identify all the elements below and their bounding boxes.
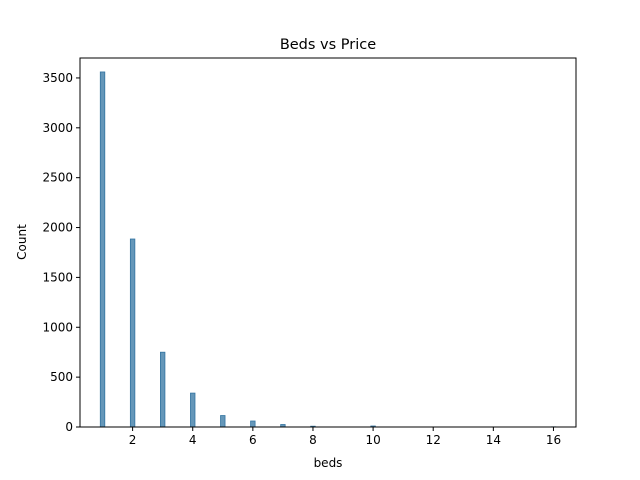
y-tick-label: 500: [50, 370, 73, 384]
bars-group: [99, 71, 557, 428]
bar-1: [99, 71, 106, 428]
y-axis-ticks: 0 500 1000 1500 2000 2500 3000 3500: [42, 71, 80, 434]
bar-4: [190, 392, 196, 428]
y-tick-label: 0: [65, 420, 73, 434]
x-tick-label: 6: [249, 433, 257, 447]
x-axis-label: beds: [314, 456, 343, 470]
bar-3: [160, 351, 166, 428]
plot-frame: [79, 57, 577, 428]
bar-6: [250, 420, 256, 428]
bar-2: [129, 238, 136, 428]
y-tick-label: 2000: [42, 221, 73, 235]
chart-title: Beds vs Price: [280, 37, 376, 53]
x-tick-label: 10: [365, 433, 380, 447]
x-tick-label: 14: [486, 433, 501, 447]
bar-5: [220, 415, 226, 428]
x-tick-label: 16: [546, 433, 561, 447]
y-axis-label: Count: [15, 224, 29, 260]
y-tick-label: 1500: [42, 270, 73, 284]
x-axis-ticks: 2 4 6 8 10 12 14 16: [129, 427, 561, 447]
x-tick-label: 4: [189, 433, 197, 447]
x-tick-label: 8: [309, 433, 317, 447]
x-tick-label: 2: [129, 433, 137, 447]
y-tick-label: 2500: [42, 171, 73, 185]
y-tick-label: 3500: [42, 71, 73, 85]
y-tick-label: 1000: [42, 320, 73, 334]
y-tick-label: 3000: [42, 121, 73, 135]
x-tick-label: 12: [426, 433, 441, 447]
